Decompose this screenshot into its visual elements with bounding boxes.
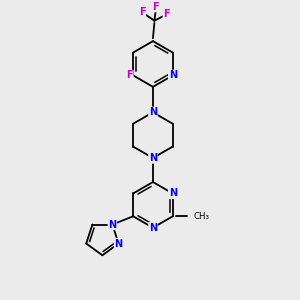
Text: N: N bbox=[115, 238, 123, 248]
Text: N: N bbox=[169, 70, 177, 80]
Text: N: N bbox=[149, 223, 157, 233]
Text: N: N bbox=[149, 107, 157, 117]
Text: N: N bbox=[108, 220, 116, 230]
Text: N: N bbox=[149, 153, 157, 163]
Text: F: F bbox=[152, 2, 159, 12]
Text: F: F bbox=[126, 70, 133, 80]
Text: CH₃: CH₃ bbox=[193, 212, 209, 221]
Text: N: N bbox=[169, 188, 177, 199]
Text: F: F bbox=[164, 9, 170, 19]
Text: F: F bbox=[139, 8, 146, 17]
